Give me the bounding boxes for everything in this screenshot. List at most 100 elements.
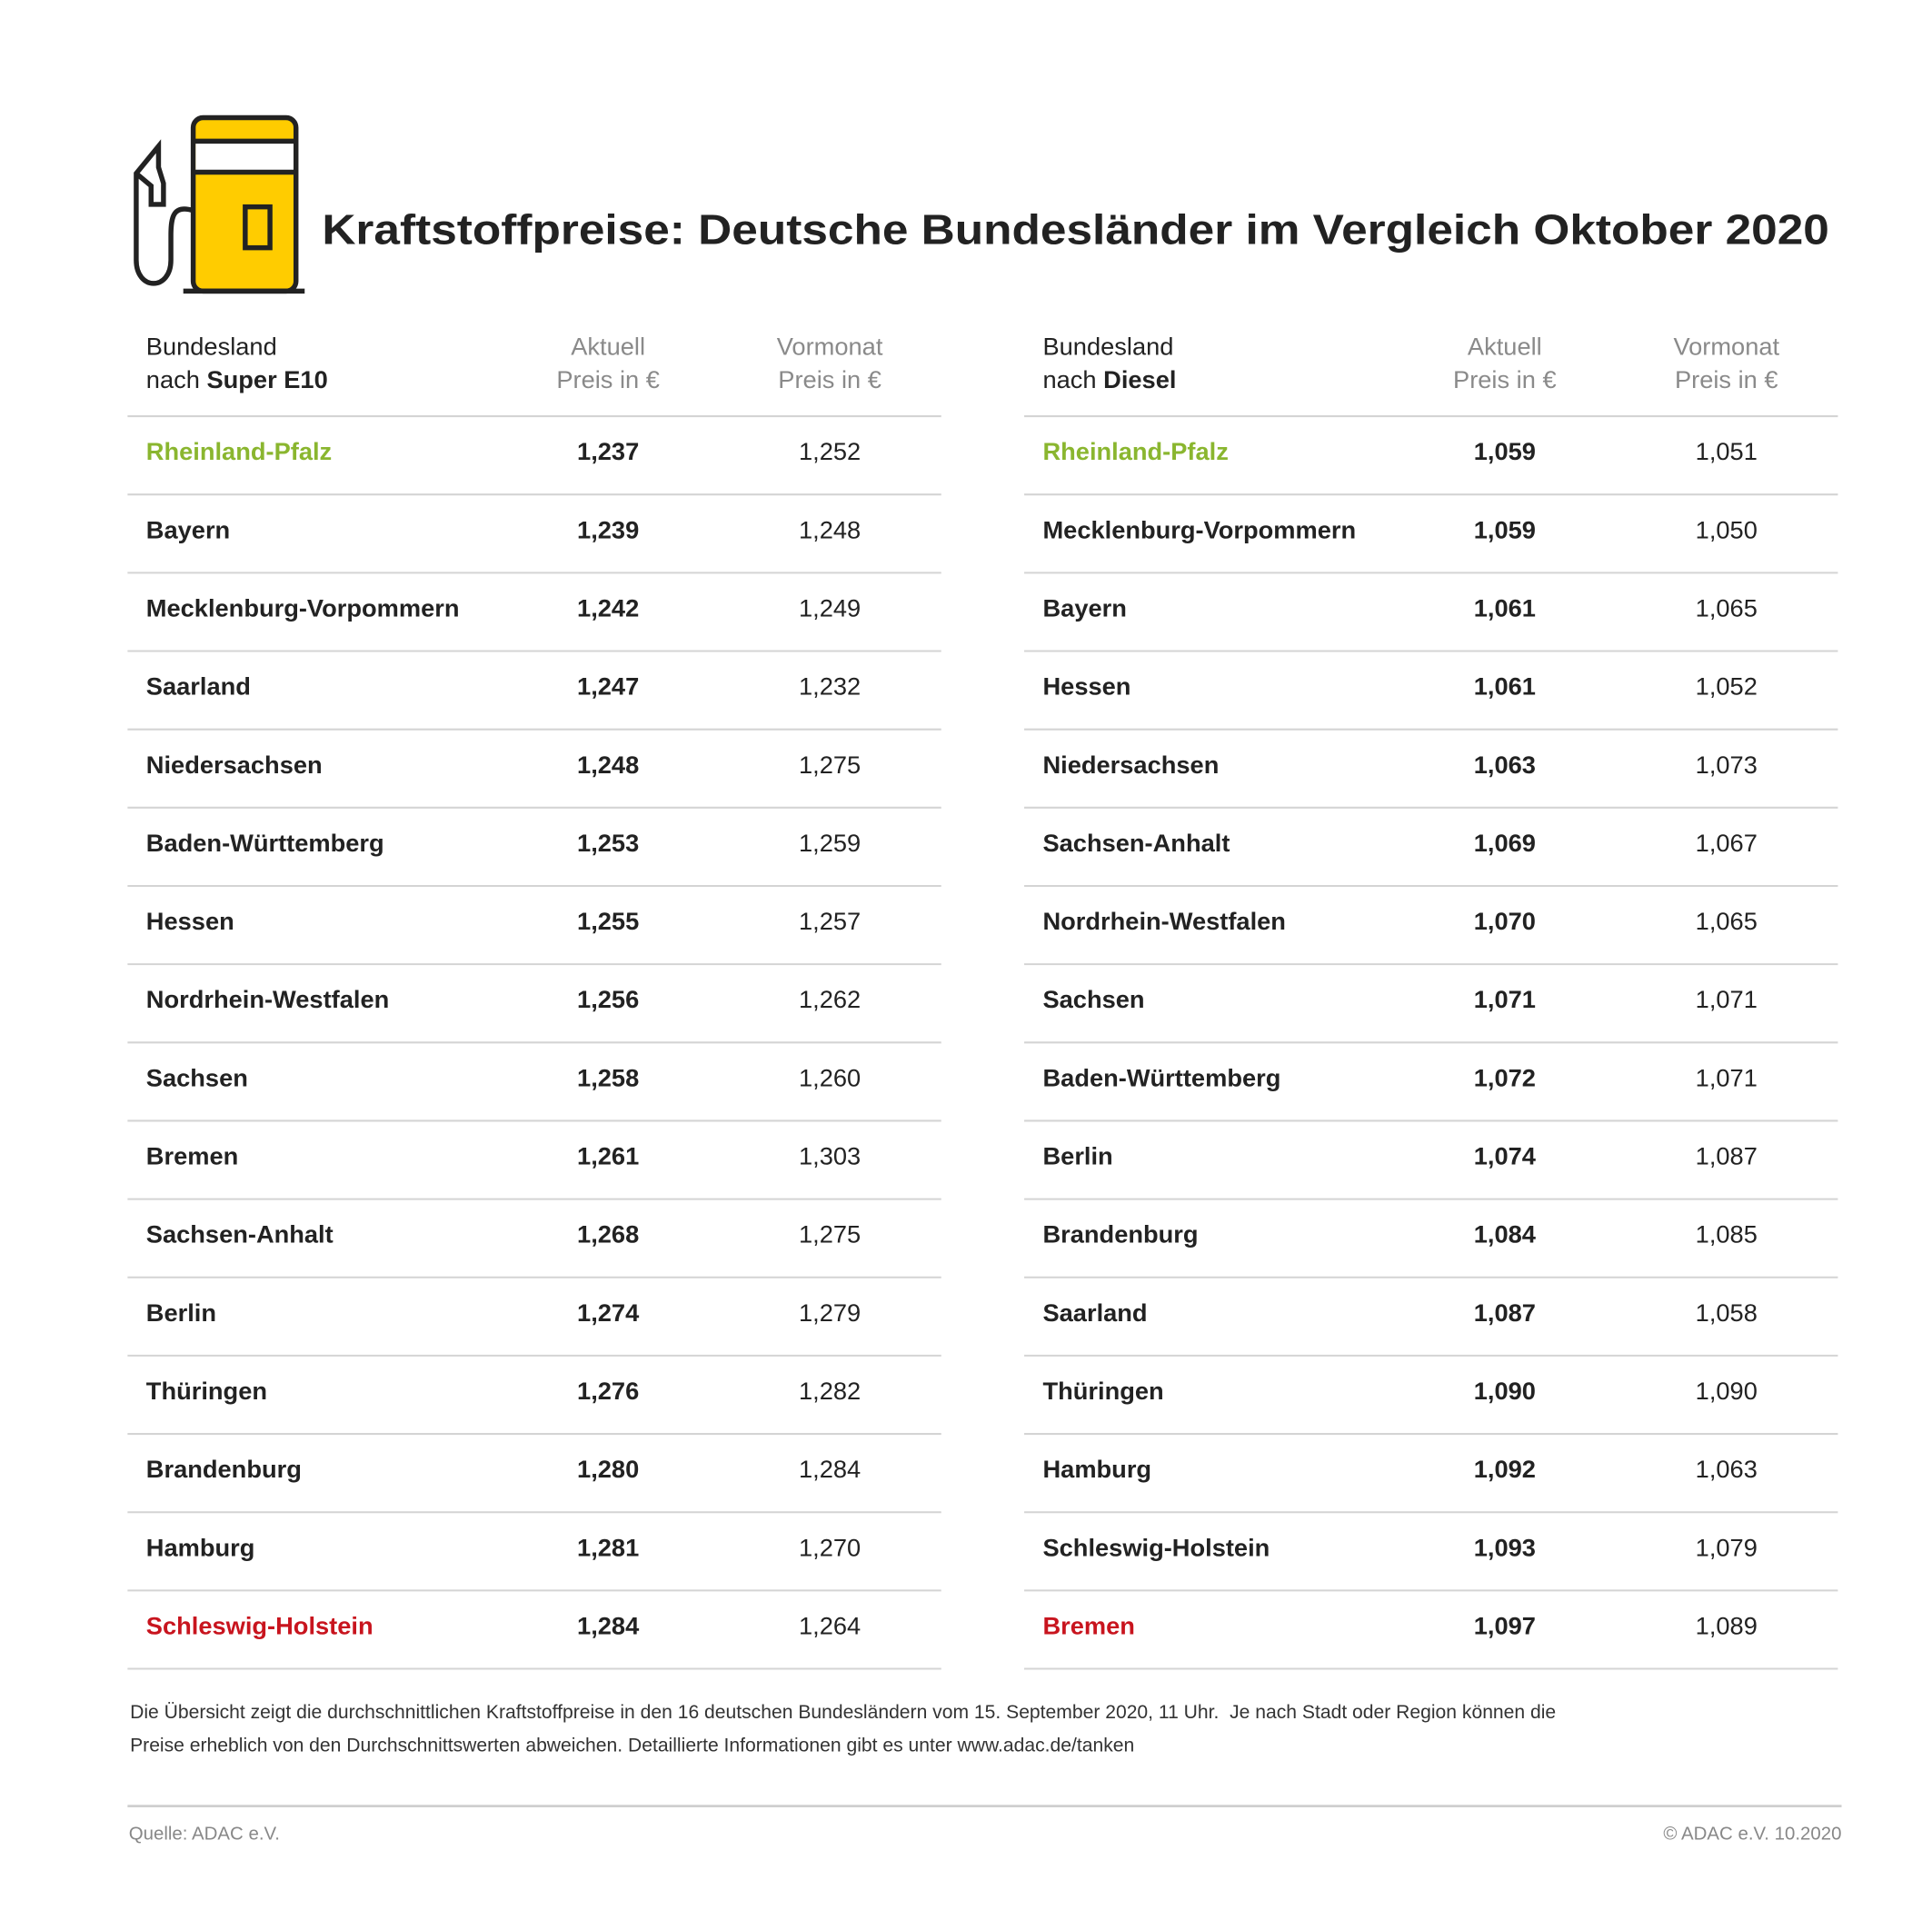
previous-price: 1,079 <box>1696 1533 1758 1561</box>
state-name: Bremen <box>146 1142 238 1170</box>
previous-price: 1,257 <box>799 907 861 935</box>
state-name: Saarland <box>1042 1298 1147 1327</box>
current-price: 1,258 <box>577 1063 639 1091</box>
state-name: Berlin <box>1042 1142 1112 1170</box>
state-name: Bremen <box>1042 1611 1134 1639</box>
current-price: 1,093 <box>1474 1533 1536 1561</box>
previous-price: 1,282 <box>799 1377 861 1405</box>
current-price: 1,084 <box>1474 1220 1537 1248</box>
footnote-line: Preise erheblich von den Durchschnittswe… <box>130 1736 1134 1756</box>
state-name: Schleswig-Holstein <box>146 1611 373 1639</box>
current-price: 1,063 <box>1474 751 1536 779</box>
state-name: Sachsen-Anhalt <box>146 1220 334 1248</box>
current-price: 1,268 <box>577 1220 639 1248</box>
current-price: 1,274 <box>577 1298 640 1327</box>
previous-price: 1,275 <box>799 751 861 779</box>
current-price: 1,276 <box>577 1377 639 1405</box>
current-price: 1,239 <box>577 515 639 543</box>
current-price: 1,253 <box>577 829 639 857</box>
previous-price: 1,065 <box>1696 907 1758 935</box>
current-price: 1,284 <box>577 1611 640 1639</box>
current-price: 1,070 <box>1474 907 1536 935</box>
state-name: Brandenburg <box>146 1455 302 1483</box>
current-price: 1,071 <box>1474 985 1536 1013</box>
previous-price: 1,071 <box>1696 985 1758 1013</box>
state-name: Thüringen <box>146 1377 267 1405</box>
column-header-text: Preis in € <box>556 365 660 393</box>
title: Kraftstoffpreise: Deutsche Bundesländer … <box>322 206 1829 254</box>
previous-price: 1,090 <box>1696 1377 1758 1405</box>
current-price: 1,087 <box>1474 1298 1536 1327</box>
previous-price: 1,232 <box>799 672 861 701</box>
previous-price: 1,052 <box>1696 672 1758 701</box>
column-header: Vormonat <box>1673 332 1779 360</box>
state-name: Bayern <box>1042 593 1126 622</box>
column-header: Bundesland <box>1042 332 1173 360</box>
current-price: 1,261 <box>577 1142 639 1170</box>
current-price: 1,061 <box>1474 593 1536 622</box>
current-price: 1,072 <box>1474 1063 1536 1091</box>
previous-price: 1,073 <box>1696 751 1758 779</box>
current-price: 1,237 <box>577 437 639 465</box>
previous-price: 1,262 <box>799 985 861 1013</box>
column-header: Preis in € <box>1453 365 1557 393</box>
column-header: nach Diesel <box>1042 365 1176 393</box>
state-name: Hamburg <box>146 1533 255 1561</box>
state-name: Saarland <box>146 672 251 701</box>
previous-price: 1,303 <box>799 1142 861 1170</box>
column-header: nach Super E10 <box>146 365 328 393</box>
state-name: Brandenburg <box>1042 1220 1198 1248</box>
footnote-line: Die Übersicht zeigt die durchschnittlich… <box>130 1702 1556 1723</box>
column-header: Vormonat <box>777 332 883 360</box>
copyright: © ADAC e.V. 10.2020 <box>1663 1823 1841 1844</box>
current-price: 1,069 <box>1474 829 1536 857</box>
previous-price: 1,050 <box>1696 515 1758 543</box>
column-header-text: Preis in € <box>1453 365 1557 393</box>
previous-price: 1,279 <box>799 1298 861 1327</box>
previous-price: 1,259 <box>799 829 861 857</box>
previous-price: 1,260 <box>799 1063 861 1091</box>
current-price: 1,242 <box>577 593 639 622</box>
current-price: 1,059 <box>1474 515 1536 543</box>
current-price: 1,059 <box>1474 437 1536 465</box>
previous-price: 1,089 <box>1696 1611 1758 1639</box>
fuel-pump-icon <box>134 114 305 294</box>
state-name: Mecklenburg-Vorpommern <box>1042 515 1356 543</box>
current-price: 1,280 <box>577 1455 639 1483</box>
state-name: Baden-Württemberg <box>146 829 384 857</box>
state-name: Hessen <box>146 907 234 935</box>
previous-price: 1,071 <box>1696 1063 1758 1091</box>
previous-price: 1,284 <box>799 1455 861 1483</box>
state-name: Sachsen-Anhalt <box>1042 829 1230 857</box>
current-price: 1,061 <box>1474 672 1536 701</box>
previous-price: 1,275 <box>799 1220 861 1248</box>
previous-price: 1,249 <box>799 593 861 622</box>
state-name: Bayern <box>146 515 230 543</box>
column-header-text: Preis in € <box>1675 365 1778 393</box>
state-name: Niedersachsen <box>1042 751 1219 779</box>
state-name: Thüringen <box>1042 1377 1163 1405</box>
column-header-text: nach <box>1042 365 1096 393</box>
state-name: Hessen <box>1042 672 1130 701</box>
state-name: Sachsen <box>146 1063 248 1091</box>
state-name: Rheinland-Pfalz <box>1042 437 1228 465</box>
state-name: Baden-Württemberg <box>1042 1063 1280 1091</box>
state-name: Sachsen <box>1042 985 1144 1013</box>
column-header: Preis in € <box>556 365 660 393</box>
current-price: 1,281 <box>577 1533 639 1561</box>
previous-price: 1,067 <box>1696 829 1758 857</box>
current-price: 1,248 <box>577 751 639 779</box>
current-price: 1,074 <box>1474 1142 1537 1170</box>
previous-price: 1,270 <box>799 1533 861 1561</box>
state-name: Berlin <box>146 1298 216 1327</box>
column-header-bold: Super E10 <box>206 365 327 393</box>
source: Quelle: ADAC e.V. <box>129 1823 280 1844</box>
column-header: Bundesland <box>146 332 277 360</box>
column-header: Preis in € <box>778 365 881 393</box>
current-price: 1,247 <box>577 672 639 701</box>
state-name: Rheinland-Pfalz <box>146 437 332 465</box>
current-price: 1,090 <box>1474 1377 1536 1405</box>
previous-price: 1,058 <box>1696 1298 1758 1327</box>
